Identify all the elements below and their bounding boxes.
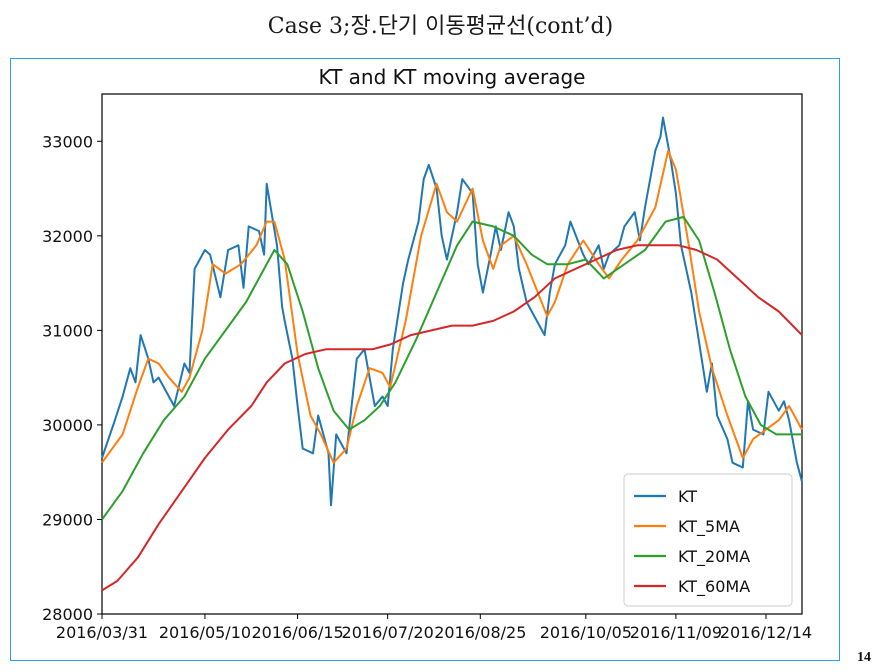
series-lines bbox=[101, 116, 803, 592]
x-tick-label: 2016/06/15 bbox=[251, 623, 343, 642]
x-tick-label: 2016/07/20 bbox=[342, 623, 434, 642]
legend-label: KT_20MA bbox=[678, 547, 750, 567]
slide-title: Case 3;장.단기 이동평균선(cont’d) bbox=[267, 14, 614, 39]
legend: KT KT_5MA KT_20MA KT_60MA bbox=[623, 473, 793, 607]
y-tick-label: 32000 bbox=[42, 227, 93, 246]
x-tick-label: 2016/03/31 bbox=[56, 623, 148, 642]
x-tick-label: 2016/05/10 bbox=[159, 623, 251, 642]
y-tick-label: 29000 bbox=[42, 510, 93, 529]
x-tick-label: 2016/10/05 bbox=[540, 623, 632, 642]
series-line-kt-60ma bbox=[101, 244, 803, 592]
x-tick-label: 2016/12/14 bbox=[720, 623, 812, 642]
series-line-kt bbox=[101, 116, 803, 507]
chart-title: KT and KT moving average bbox=[319, 65, 586, 89]
legend-box bbox=[623, 473, 793, 607]
x-tick-label: 2016/11/09 bbox=[630, 623, 722, 642]
legend-label: KT_60MA bbox=[678, 577, 750, 597]
x-tick-label: 2016/08/25 bbox=[434, 623, 526, 642]
y-tick-label: 30000 bbox=[42, 416, 93, 435]
y-tick-label: 31000 bbox=[42, 321, 93, 340]
y-tick-label: 28000 bbox=[42, 605, 93, 624]
chart-frame: KT and KT moving average 28000 29000 30000… bbox=[10, 58, 840, 661]
y-axis: 28000 29000 30000 31000 32000 33000 bbox=[42, 132, 102, 624]
chart-svg: KT and KT moving average 28000 29000 30000… bbox=[42, 65, 812, 642]
series-line-kt-20ma bbox=[101, 215, 802, 521]
legend-label: KT bbox=[678, 487, 697, 506]
y-tick-label: 33000 bbox=[42, 132, 93, 151]
page-number: 14 bbox=[857, 650, 871, 665]
x-axis: 2016/03/31 2016/05/10 2016/06/152016/07/20… bbox=[56, 614, 812, 642]
legend-label: KT_5MA bbox=[678, 517, 740, 537]
